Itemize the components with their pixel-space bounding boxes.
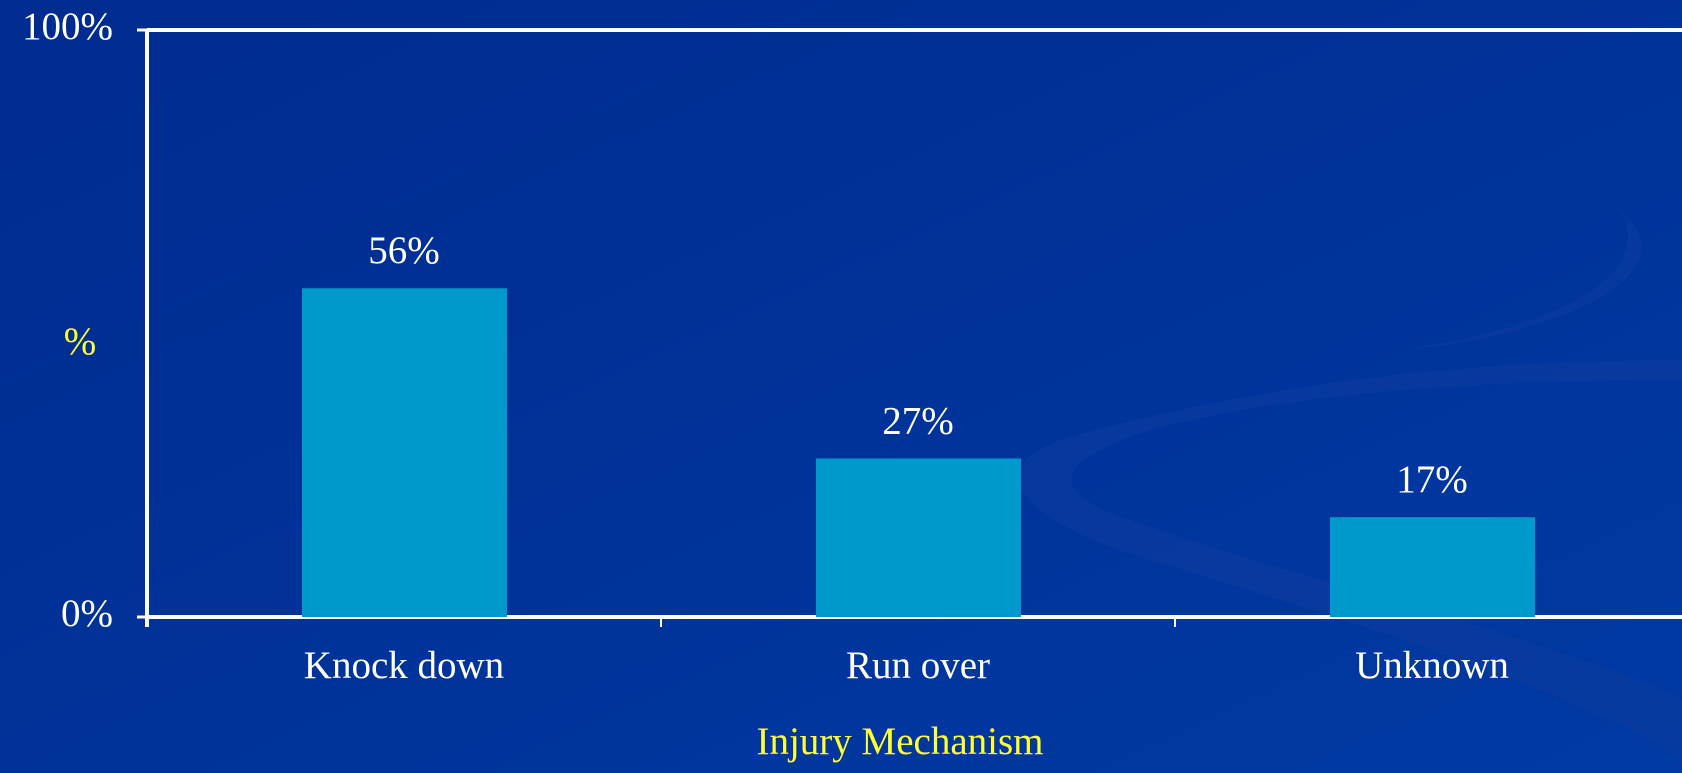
value-label: 27% <box>882 399 954 442</box>
x-axis-title: Injury Mechanism <box>756 720 1043 763</box>
value-label: 56% <box>368 229 440 272</box>
x-tick-label: Unknown <box>1355 644 1509 687</box>
y-tick-label: 0% <box>61 592 113 635</box>
y-tick-label: 100% <box>22 5 113 48</box>
y-axis-title: % <box>64 320 97 363</box>
bar <box>302 288 507 617</box>
x-tick-label: Knock down <box>304 644 504 687</box>
bar <box>816 458 1021 617</box>
bar <box>1330 517 1535 617</box>
x-tick-label: Run over <box>846 644 990 687</box>
value-label: 17% <box>1396 458 1468 501</box>
decoration-swirl <box>1018 360 1682 760</box>
